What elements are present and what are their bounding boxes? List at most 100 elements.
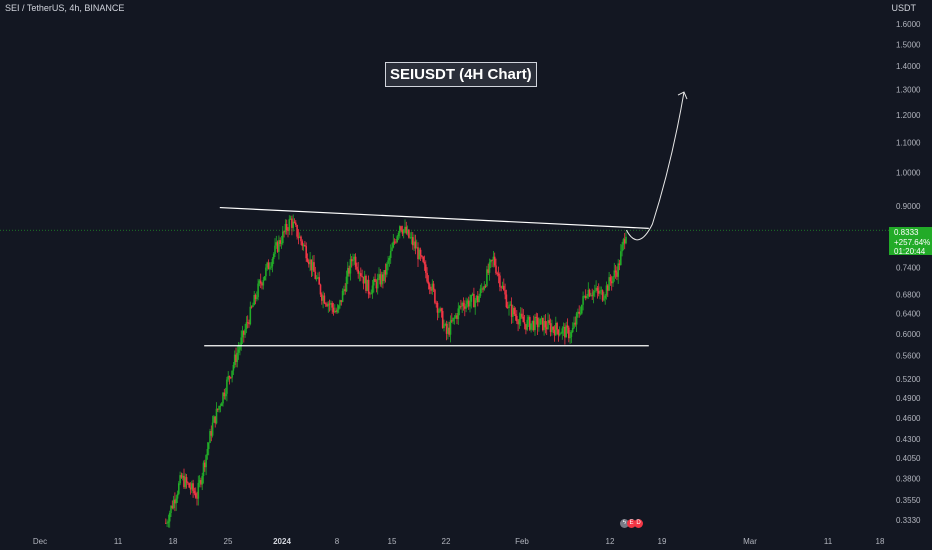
y-tick-label: 1.0000 <box>896 169 921 178</box>
candle-body <box>187 482 189 484</box>
candle-body <box>552 326 554 330</box>
candle-body <box>556 322 558 330</box>
candle-body <box>451 320 453 322</box>
candle-body <box>222 392 224 404</box>
candle-body <box>291 218 293 228</box>
candle-body <box>562 326 565 329</box>
dividends-icon[interactable]: D <box>634 519 643 528</box>
candle-body <box>434 289 436 303</box>
projection-arrowhead <box>677 91 688 100</box>
candle-body <box>168 512 171 522</box>
candle-body <box>591 295 593 297</box>
candle-body <box>340 300 343 303</box>
candle-body <box>517 321 519 325</box>
candle-body <box>274 245 276 254</box>
candle-body <box>389 250 392 258</box>
candle-body <box>514 314 517 316</box>
candle-body <box>413 241 415 246</box>
chart-title: SEIUSDT (4H Chart) <box>385 62 537 87</box>
candle-body <box>319 284 322 295</box>
candle-body <box>305 246 307 259</box>
candle-body <box>569 336 571 339</box>
y-axis-currency: USDT <box>891 3 917 13</box>
candle-body <box>404 226 406 230</box>
candle-body <box>432 283 435 290</box>
candle-body <box>167 521 170 523</box>
candle-body <box>284 223 287 232</box>
candle-body <box>553 329 556 336</box>
x-tick-label: 12 <box>606 537 615 546</box>
x-tick-label: Mar <box>743 537 757 546</box>
candle-body <box>254 295 257 299</box>
earnings-icon[interactable]: E <box>627 519 636 528</box>
candle-body <box>293 221 296 223</box>
x-tick-label: 18 <box>169 537 178 546</box>
lightning-icon[interactable]: ϟ <box>620 519 629 528</box>
candle-body <box>337 305 340 310</box>
candle-body <box>198 480 201 483</box>
candle-body <box>170 505 172 513</box>
candle-body <box>349 259 352 274</box>
candle-body <box>565 325 567 338</box>
candle-body <box>382 274 384 282</box>
candle-body <box>535 316 538 318</box>
candle-body <box>408 229 410 238</box>
candle-body <box>357 269 359 274</box>
candle-body <box>457 308 460 320</box>
candle-body <box>266 262 268 268</box>
candle-body <box>392 241 395 248</box>
candle-body <box>270 266 272 268</box>
bar-countdown: 01:20:44 <box>894 247 926 256</box>
candle-body <box>409 237 411 239</box>
y-tick-label: 1.3000 <box>896 86 921 95</box>
candle-body <box>486 269 488 286</box>
candle-body <box>499 275 501 287</box>
candle-body <box>366 279 369 291</box>
candle-body <box>480 288 483 290</box>
candle-body <box>259 280 262 284</box>
candle-body <box>391 247 393 251</box>
candle-body <box>192 483 194 492</box>
candle-body <box>362 276 365 284</box>
candle-body <box>478 295 480 303</box>
candle-body <box>542 317 544 331</box>
candle-body <box>578 311 580 314</box>
candle-body <box>532 320 535 331</box>
candle-body <box>605 285 608 296</box>
last-price: 0.8333 <box>894 228 919 237</box>
candle-body <box>352 259 354 262</box>
candle-body <box>269 267 271 270</box>
candle-body <box>600 290 603 292</box>
y-tick-label: 1.4000 <box>896 62 921 71</box>
candle-body <box>335 310 337 313</box>
candle-body <box>495 265 497 274</box>
y-tick-label: 0.6000 <box>896 330 921 339</box>
candle-body <box>367 279 370 294</box>
candle-body <box>503 285 505 291</box>
candle-body <box>185 477 188 483</box>
candle-body <box>267 262 270 270</box>
candle-body <box>230 377 232 379</box>
candle-body <box>594 290 596 292</box>
candle-body <box>339 300 341 306</box>
candle-body <box>278 240 280 252</box>
candle-body <box>395 241 397 243</box>
candle-body <box>490 260 492 263</box>
candle-body <box>341 290 344 303</box>
candle-body <box>204 462 206 468</box>
candle-body <box>191 483 193 490</box>
candle-body <box>240 337 242 347</box>
candle-body <box>376 278 379 289</box>
candle-body <box>217 408 219 410</box>
candle-body <box>477 295 479 303</box>
candle-body <box>353 256 356 260</box>
last-price-tag: 0.8333 +257.64% 01:20:44 <box>889 227 932 256</box>
candle-body <box>236 352 239 362</box>
candle-body <box>261 283 263 286</box>
candle-body <box>354 256 357 267</box>
y-tick-label: 0.3800 <box>896 474 921 483</box>
candle-body <box>415 247 418 249</box>
candle-body <box>566 325 569 328</box>
candle-body <box>523 322 526 325</box>
